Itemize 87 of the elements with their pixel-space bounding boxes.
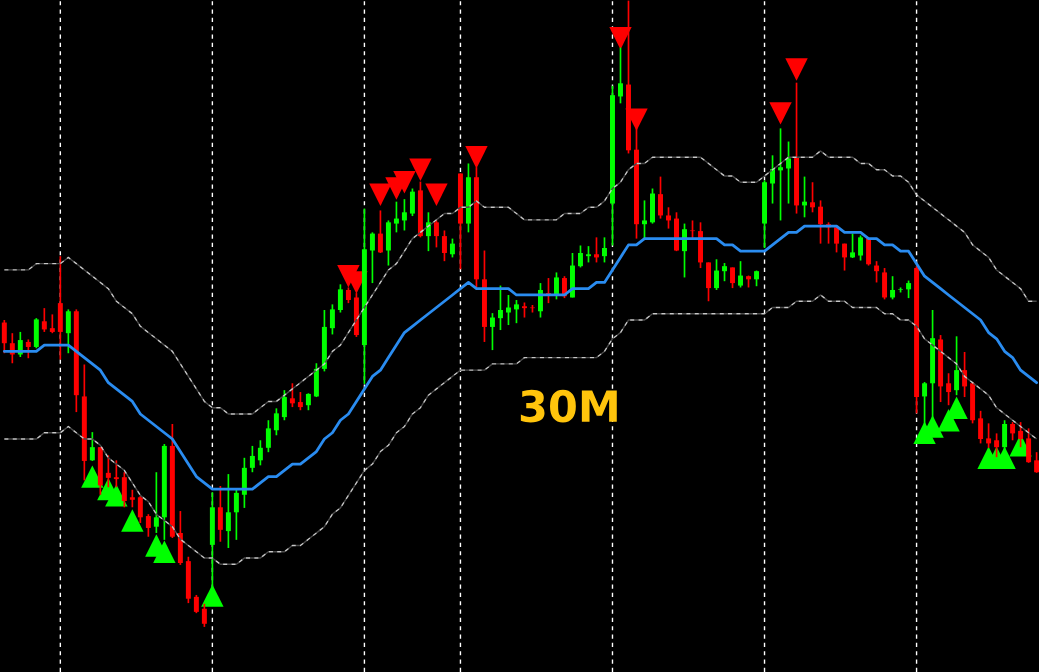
candlestick <box>145 513 151 538</box>
point <box>153 540 176 563</box>
candlestick <box>714 258 719 291</box>
point <box>465 146 488 169</box>
candlestick <box>49 313 55 335</box>
candlestick <box>137 495 143 524</box>
candlestick <box>850 232 856 259</box>
candlestick <box>409 187 415 217</box>
candlestick <box>513 299 519 324</box>
candlestick <box>890 275 896 301</box>
candlestick <box>778 127 784 222</box>
candlestick <box>954 335 960 397</box>
candlestick <box>986 422 992 449</box>
candlestick <box>25 338 31 360</box>
candlestick <box>642 199 647 240</box>
point <box>105 484 128 507</box>
point <box>81 465 104 488</box>
candlestick <box>225 473 231 549</box>
candlestick <box>441 229 447 262</box>
point <box>785 58 808 81</box>
candlestick <box>433 219 439 249</box>
candlestick <box>602 236 607 264</box>
point <box>609 27 632 50</box>
candlestick <box>337 283 343 314</box>
candlestick <box>810 181 816 214</box>
point <box>369 183 392 206</box>
candlestick <box>858 234 864 262</box>
candlestick <box>121 471 127 509</box>
point <box>769 102 792 125</box>
candlestick <box>738 260 743 289</box>
candlestick <box>505 294 511 326</box>
point <box>201 584 224 607</box>
candlestick <box>329 303 335 336</box>
candlestick <box>449 237 455 259</box>
candlestick <box>105 454 111 489</box>
candlestick <box>1034 451 1039 474</box>
candlestick <box>265 419 271 454</box>
candlestick <box>257 439 263 467</box>
candlestick <box>1 319 7 355</box>
candlestick <box>65 308 71 355</box>
candlestick <box>722 262 727 283</box>
candlestick <box>834 226 840 254</box>
candlestick <box>842 242 848 272</box>
candlestick <box>553 271 559 301</box>
candlestick <box>786 140 792 205</box>
candlestick <box>1010 421 1016 442</box>
candlestick <box>393 200 399 234</box>
candlestick <box>89 431 95 462</box>
candlestick <box>41 307 47 333</box>
candlestick <box>281 389 287 422</box>
candlestick <box>249 445 255 474</box>
candlestick <box>425 211 431 252</box>
candlestick <box>377 209 383 254</box>
candlestick <box>537 282 543 319</box>
point <box>121 509 144 532</box>
candlestick <box>690 219 695 240</box>
candlestick <box>1026 427 1032 464</box>
candlestick <box>1018 421 1024 448</box>
candlestick <box>594 236 599 264</box>
candlestick <box>113 459 119 489</box>
candlestick <box>618 46 623 105</box>
candlestick <box>273 407 279 437</box>
point <box>625 108 648 131</box>
candlestick <box>193 594 199 614</box>
candlestick <box>578 244 583 269</box>
candlestick <box>658 175 663 220</box>
candlestick <box>369 231 375 284</box>
candlestick <box>201 602 207 628</box>
candlestick <box>297 391 303 412</box>
candlestick <box>978 410 984 445</box>
candlestick <box>153 471 159 534</box>
candlestick <box>497 284 503 331</box>
candlestick <box>289 382 295 408</box>
candlestick <box>946 372 952 407</box>
candlestick <box>489 312 495 351</box>
candlestick <box>730 266 735 289</box>
candlestick <box>217 485 223 543</box>
candlestick <box>818 199 824 245</box>
point <box>409 158 432 181</box>
point <box>425 183 448 206</box>
candlestick <box>401 198 407 232</box>
candlestick <box>666 206 671 230</box>
point <box>393 171 416 194</box>
candlestick <box>994 432 1000 459</box>
annotation: 30M <box>520 389 617 423</box>
candlestick <box>233 488 239 541</box>
candlestick <box>770 154 776 205</box>
